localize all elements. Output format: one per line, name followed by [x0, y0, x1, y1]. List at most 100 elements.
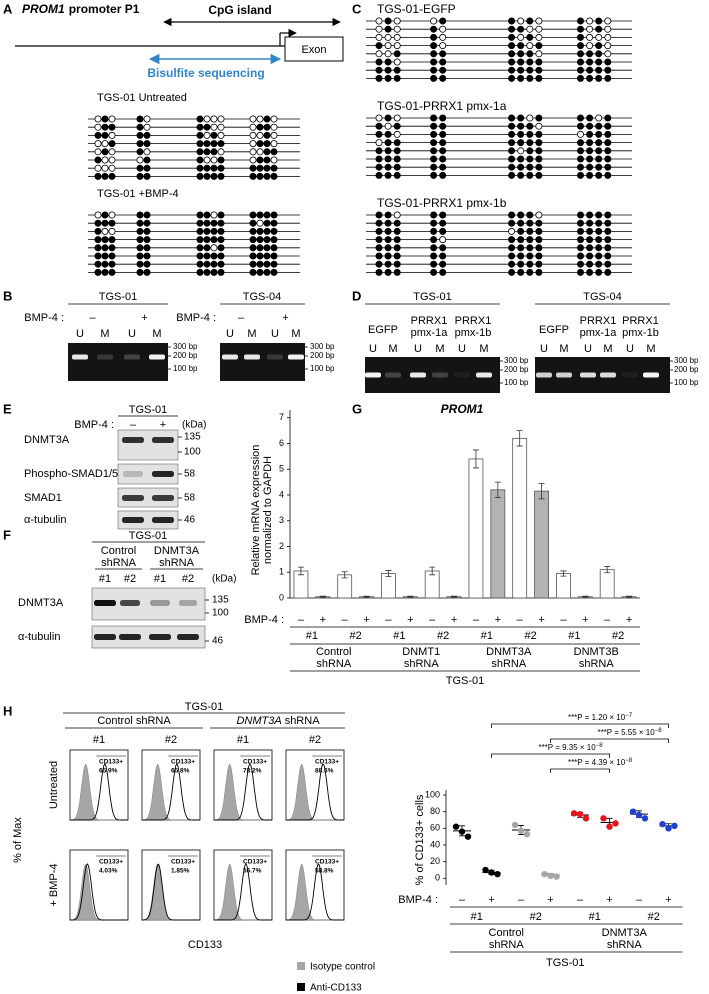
p-value-exponent: −8: [655, 728, 663, 734]
label: TGS-01-PRRX1 pmx-1b: [377, 196, 507, 210]
cpg-site: [604, 17, 612, 25]
cpg-site: [526, 252, 534, 260]
cpg-site: [384, 33, 392, 41]
label: 200 bp: [674, 365, 699, 374]
y-tick-label: 60: [430, 823, 440, 833]
cpg-site: [586, 155, 594, 163]
data-point: [547, 872, 554, 880]
y-tick-label: 0: [279, 592, 284, 602]
label: shRNA: [101, 557, 137, 569]
cpg-site: [430, 155, 438, 163]
cpg-site: [217, 156, 225, 164]
cpg-site: [256, 131, 264, 139]
cpg-site: [508, 25, 516, 33]
cpg-site: [508, 260, 516, 268]
label: 100 bp: [674, 378, 699, 387]
cpg-site: [517, 244, 525, 252]
cpg-site: [136, 131, 144, 139]
blot-band: [123, 471, 143, 477]
treatment-label: +: [547, 894, 553, 906]
cpg-site: [203, 252, 211, 260]
cpg-site: [263, 131, 271, 139]
cpg-site: [604, 147, 612, 155]
gel-band: [244, 354, 260, 360]
cpg-site: [595, 147, 603, 155]
panel-title: PROM1 promoter P1: [22, 2, 140, 16]
cpg-site: [604, 155, 612, 163]
cpg-site: [210, 131, 218, 139]
label: TGS-01 +BMP-4: [97, 188, 179, 200]
cpg-site: [430, 114, 438, 122]
gate-percent: 1.85%: [171, 868, 190, 875]
label: #2: [182, 573, 194, 585]
cpg-site: [393, 252, 401, 260]
significance-bracket: [550, 738, 669, 743]
cpg-site: [375, 42, 383, 50]
group-label: DNMT1: [402, 646, 440, 658]
label: PRRX1: [580, 315, 617, 327]
blot-band: [179, 600, 197, 606]
cpg-site: [526, 211, 534, 219]
cpg-site: [508, 236, 516, 244]
label: U: [226, 328, 234, 340]
cpg-site: [375, 130, 383, 138]
label: M: [152, 328, 161, 340]
cpg-site: [577, 33, 585, 41]
cpg-site: [143, 148, 151, 156]
cpg-site: [108, 252, 116, 260]
label: –: [130, 419, 137, 431]
cpg-site: [393, 155, 401, 163]
cpg-site: [136, 244, 144, 252]
error-bar: [363, 595, 370, 598]
cpg-site: [101, 236, 109, 244]
cpg-site: [595, 114, 603, 122]
cpg-site: [210, 115, 218, 123]
cpg-site: [517, 130, 525, 138]
label: BMP-4 :: [176, 312, 216, 324]
error-bar: [341, 571, 348, 579]
cpg-site: [439, 114, 447, 122]
cpg-site: [108, 164, 116, 172]
cpg-site: [256, 211, 264, 219]
cpg-site: [249, 268, 257, 276]
cpg-site: [586, 260, 594, 268]
cpg-site: [256, 219, 264, 227]
isotype-histogram: [285, 763, 344, 821]
cpg-site: [604, 50, 612, 58]
cpg-site: [586, 130, 594, 138]
cpg-site: [270, 252, 278, 260]
data-point: [606, 823, 613, 830]
cpg-site: [526, 244, 534, 252]
cpg-site: [526, 147, 534, 155]
cpg-site: [430, 139, 438, 147]
cpg-site: [535, 25, 543, 33]
cpg-site: [577, 25, 585, 33]
data-point: [488, 869, 495, 876]
cpg-site: [384, 155, 392, 163]
cpg-site: [595, 66, 603, 74]
cpg-site: [535, 260, 543, 268]
gel-band: [432, 372, 448, 378]
cpg-site: [249, 252, 257, 260]
cpg-site: [586, 17, 594, 25]
cpg-site: [217, 115, 225, 123]
cpg-site: [439, 74, 447, 82]
cpg-site: [203, 244, 211, 252]
cpg-site: [256, 172, 264, 180]
label: U: [128, 328, 136, 340]
cpg-site: [270, 244, 278, 252]
cpg-site: [508, 227, 516, 235]
x-tick-label: #2: [525, 630, 537, 642]
label: 100: [184, 447, 201, 458]
cpg-site: [108, 219, 116, 227]
label: 46: [212, 636, 224, 647]
cpg-site: [586, 139, 594, 147]
cpg-site: [143, 211, 151, 219]
anti-cd133-histogram: [142, 863, 200, 921]
cpg-site: [595, 25, 603, 33]
cpg-site: [508, 244, 516, 252]
cpg-site: [384, 227, 392, 235]
treatment-label: –: [298, 614, 305, 626]
cpg-site: [94, 131, 102, 139]
cpg-site: [577, 252, 585, 260]
